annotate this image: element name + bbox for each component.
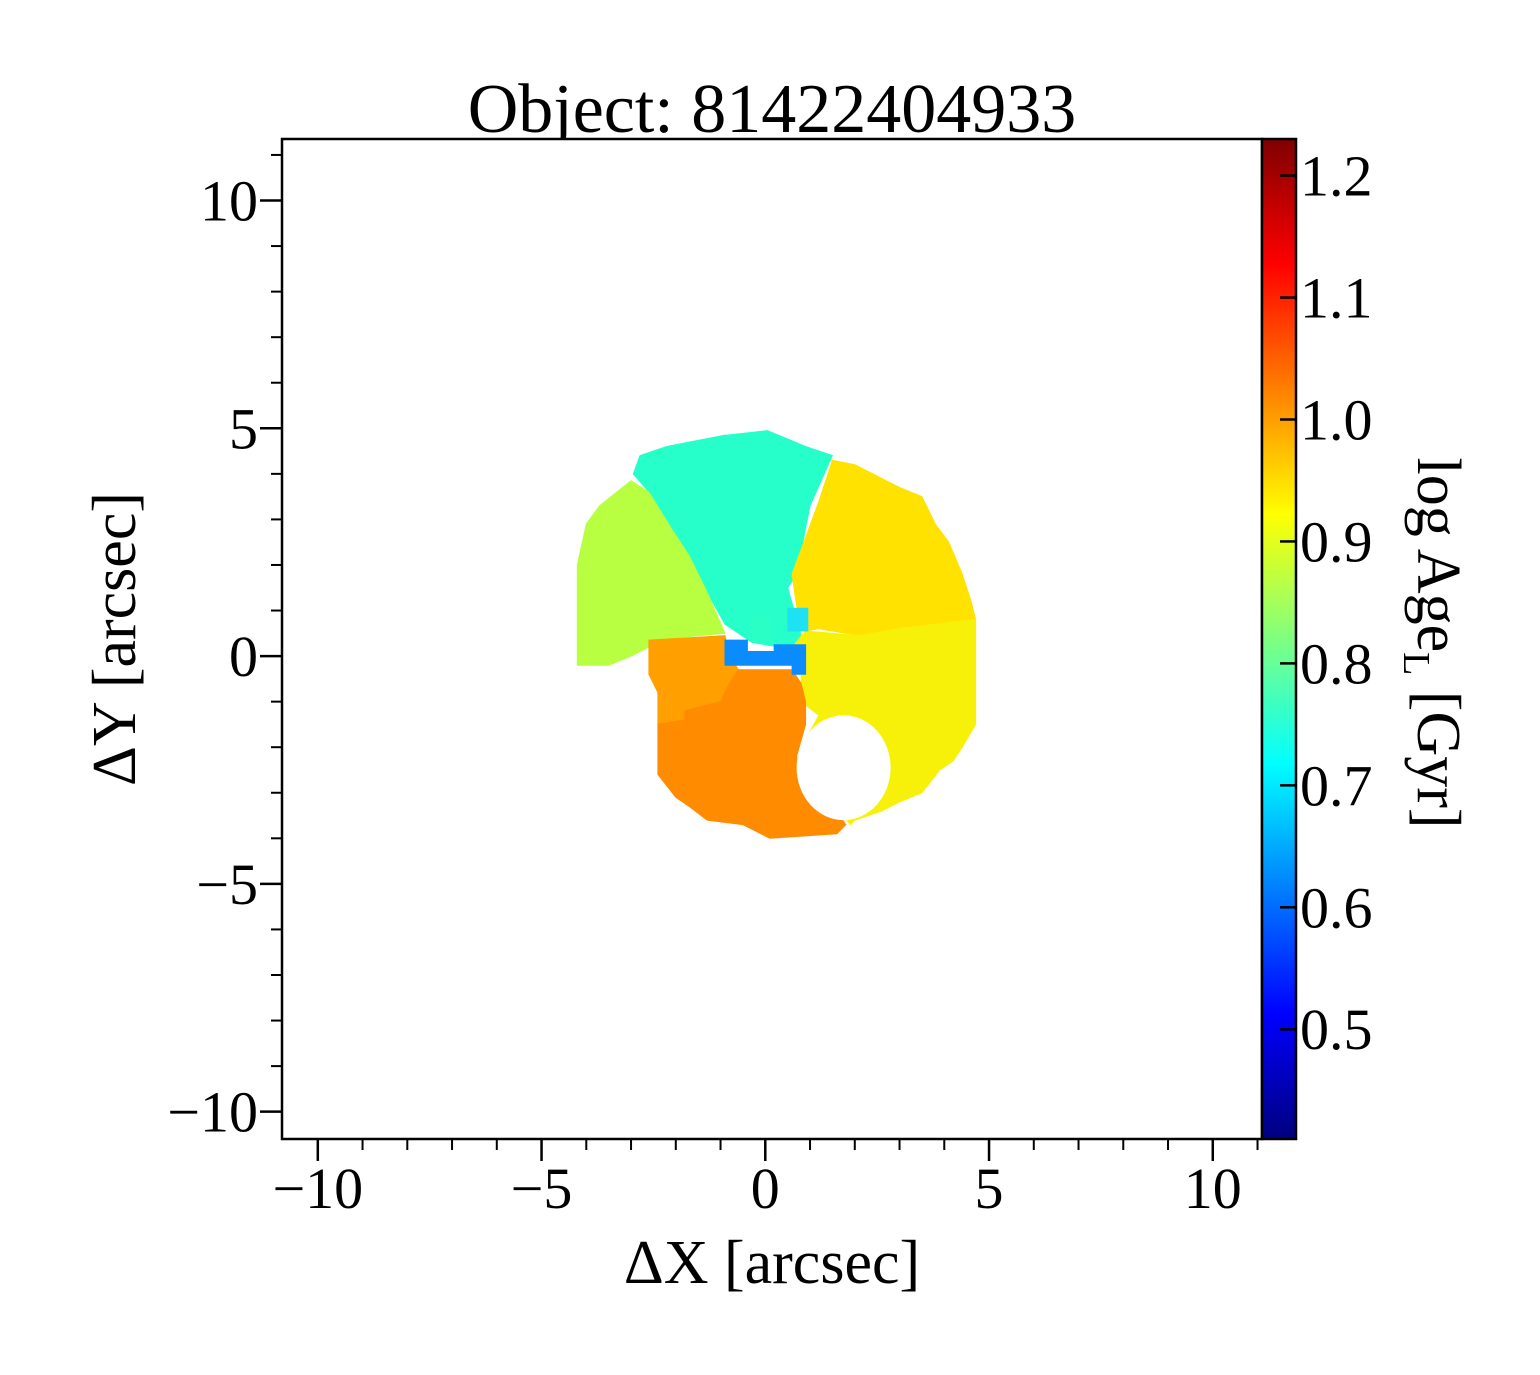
y-tick-label: −10: [167, 1080, 258, 1145]
colorbar-tick-label: 0.9: [1300, 509, 1373, 574]
age-map-regions: [576, 430, 977, 839]
colorbar-title-unit: [Gyr]: [1404, 675, 1472, 828]
y-axis-title: ΔY [arcsec]: [81, 492, 149, 786]
region-core-cyan: [787, 607, 809, 632]
colorbar: [1260, 137, 1298, 1141]
region-core-blue: [724, 639, 807, 675]
chart-title: Object: 81422404933: [468, 71, 1077, 148]
x-tick-label: 5: [975, 1156, 1004, 1221]
colorbar-title-subscript: L: [1395, 652, 1437, 675]
x-axis: −10 −5 0 5 10: [272, 1139, 1259, 1221]
colorbar-tick-label: 0.8: [1300, 631, 1373, 696]
colorbar-tick-label: 1.2: [1300, 144, 1373, 209]
colorbar-tick-label: 0.7: [1300, 753, 1373, 818]
region-core-teal: [749, 614, 771, 641]
colorbar-title-main: log Age: [1404, 457, 1472, 652]
colorbar-tick-label: 0.6: [1300, 875, 1373, 940]
x-axis-title: ΔX [arcsec]: [624, 1229, 920, 1297]
masked-hole: [796, 715, 891, 821]
y-tick-label: −5: [196, 852, 258, 917]
x-tick-label: −5: [511, 1156, 573, 1221]
colorbar-tick-label: 1.0: [1300, 387, 1373, 452]
x-tick-label: 0: [751, 1156, 780, 1221]
region-west-yellow-green: [576, 480, 726, 666]
colorbar-tick-label: 1.1: [1300, 266, 1373, 331]
y-axis: −10 −5 0 5 10: [167, 153, 282, 1145]
y-tick-label: 5: [229, 396, 258, 461]
x-tick-label: 10: [1184, 1156, 1242, 1221]
colorbar-title: log AgeL [Gyr]: [1395, 457, 1472, 828]
y-tick-label: 10: [200, 169, 258, 234]
x-tick-label: −10: [272, 1156, 363, 1221]
colorbar-tick-label: 0.5: [1300, 997, 1373, 1062]
y-tick-label: 0: [229, 624, 258, 689]
colorbar-axis: 0.5 0.6 0.7 0.8 0.9 1.0 1.1 1.2: [1280, 144, 1373, 1062]
